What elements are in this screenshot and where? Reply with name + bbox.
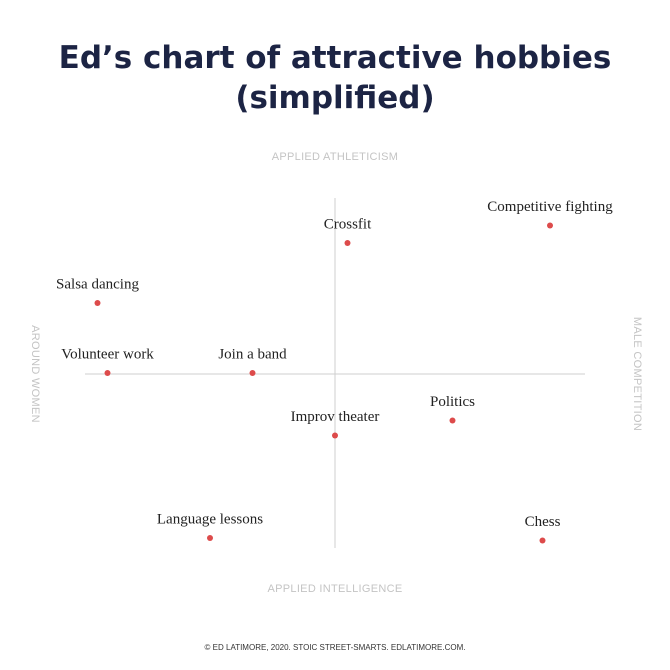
point xyxy=(207,535,213,541)
point-label: Language lessons xyxy=(157,511,263,527)
axis-label: APPLIED ATHLETICISM xyxy=(272,151,399,163)
point-label: Politics xyxy=(430,394,475,410)
point xyxy=(539,537,546,544)
axis-label: APPLIED INTELLIGENCE xyxy=(268,583,403,595)
axis-label: MALE COMPETITION xyxy=(631,317,643,431)
point-label: Improv theater xyxy=(291,409,380,425)
point xyxy=(547,222,553,229)
footnote: © ED LATIMORE, 2020. STOIC STREET-SMARTS… xyxy=(205,643,466,652)
point xyxy=(449,417,456,424)
point xyxy=(344,240,351,246)
point xyxy=(104,370,111,376)
point xyxy=(94,300,101,306)
axis-label: AROUND WOMEN xyxy=(29,325,41,423)
point-label: Volunteer work xyxy=(61,346,154,362)
chart-title: Ed’s chart of attractive hobbies (simpli… xyxy=(58,40,612,116)
point xyxy=(249,370,256,376)
point-label: Join a band xyxy=(218,346,287,362)
point-label: Salsa dancing xyxy=(56,276,139,292)
point-label: Crossfit xyxy=(324,216,372,232)
point-label: Competitive fighting xyxy=(487,199,613,215)
point xyxy=(332,432,338,439)
point-label: Chess xyxy=(525,514,561,530)
